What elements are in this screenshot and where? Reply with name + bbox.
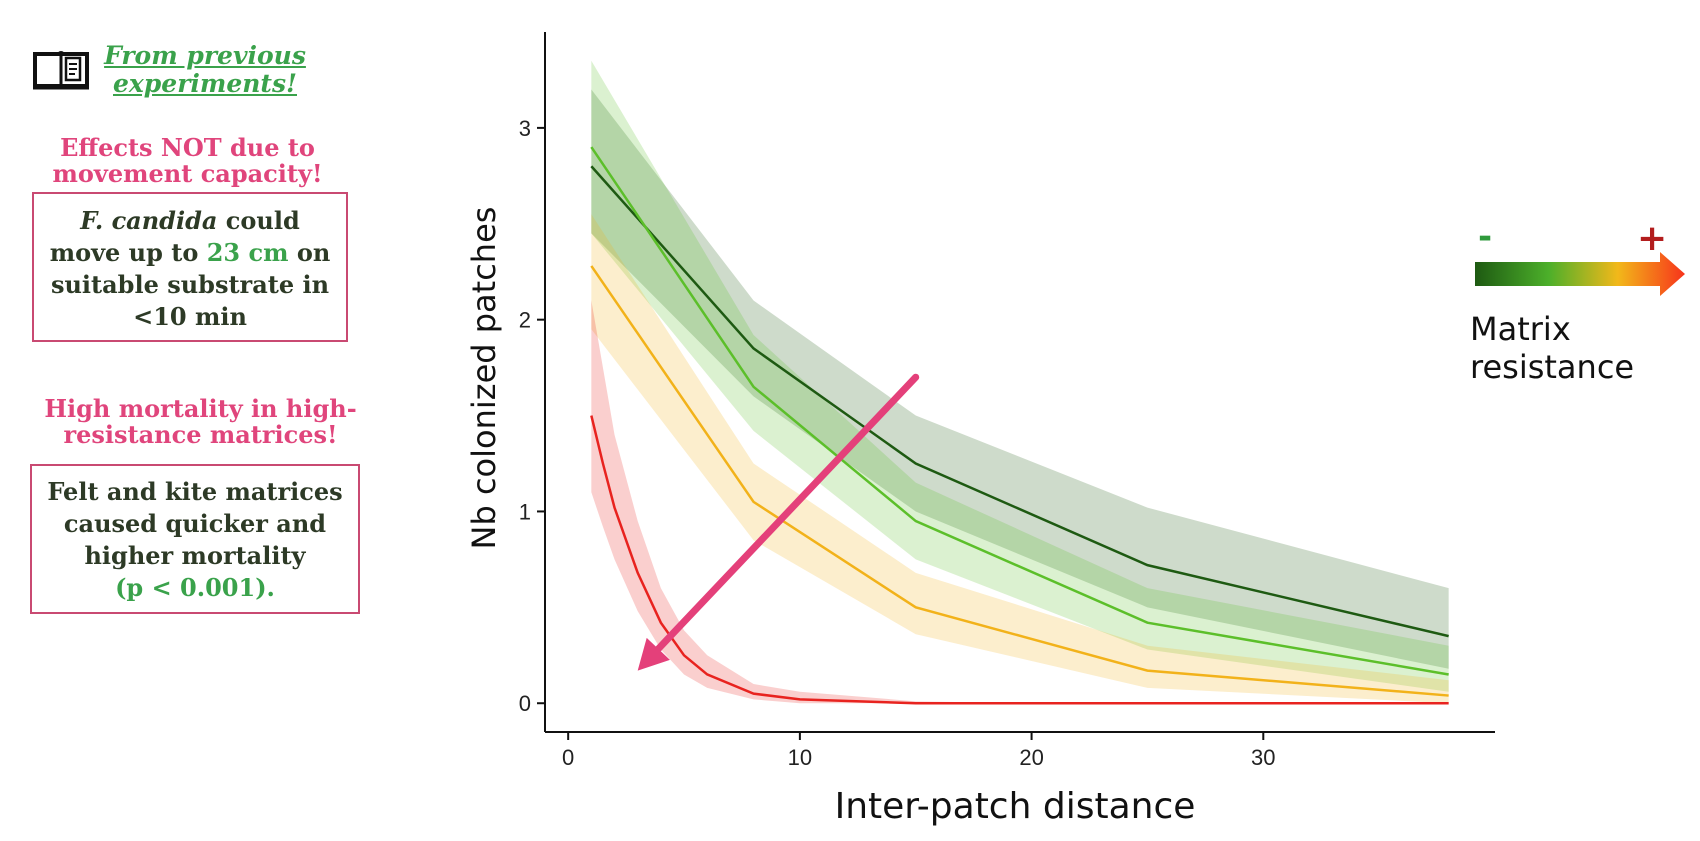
x-tick-label: 0 [562, 745, 574, 770]
y-tick-label: 3 [519, 116, 531, 141]
y-tick-label: 0 [519, 691, 531, 716]
box1-text-b: on suitable substrate in <10 min [50, 238, 331, 331]
x-tick-label: 30 [1251, 745, 1275, 770]
movement-capacity-box: F. candida could move up to 23 cm on sui… [32, 192, 348, 342]
x-tick-label: 20 [1019, 745, 1043, 770]
heading-mortality: High mortality in high-resistance matric… [44, 394, 357, 449]
series-lines [590, 146, 1449, 705]
annotations [637, 373, 920, 671]
box1-text-a: could move up to [49, 206, 300, 267]
p-value: (p < 0.001). [115, 573, 275, 602]
movement-distance: 23 cm [206, 238, 289, 267]
legend-minus: - [1478, 217, 1492, 257]
previous-experiments-link[interactable]: From previous experiments! [104, 41, 306, 98]
x-axis-label: Inter-patch distance [835, 786, 1196, 827]
mortality-text: Felt and kite matrices caused quicker an… [47, 477, 343, 570]
book-icon [33, 51, 89, 90]
heading-movement-capacity: Effects NOT due to movement capacity! [52, 133, 323, 188]
y-tick-label: 2 [519, 308, 531, 333]
trend-arrow-shaft [654, 373, 920, 653]
legend-plus: + [1637, 218, 1667, 259]
confidence-band-1 [591, 89, 1449, 669]
axes [544, 32, 1495, 733]
series-line-3 [590, 265, 1449, 697]
legend-label: Matrix resistance [1470, 310, 1635, 386]
series-line-1 [590, 165, 1449, 638]
matrix-resistance-gradient-arrow [1475, 252, 1685, 296]
series-line-2 [590, 146, 1449, 676]
confidence-band-4 [591, 300, 1449, 704]
axis-ticks: 0 10 20 30 0 1 2 3 [519, 116, 1276, 770]
species-name: F. candida [80, 206, 218, 235]
mortality-box: Felt and kite matrices caused quicker an… [30, 464, 360, 614]
y-axis-label: Nb colonized patches [465, 207, 503, 550]
series-line-4 [590, 415, 1449, 705]
y-tick-label: 1 [519, 499, 531, 524]
trend-arrow-head [637, 637, 670, 671]
x-tick-label: 10 [788, 745, 812, 770]
